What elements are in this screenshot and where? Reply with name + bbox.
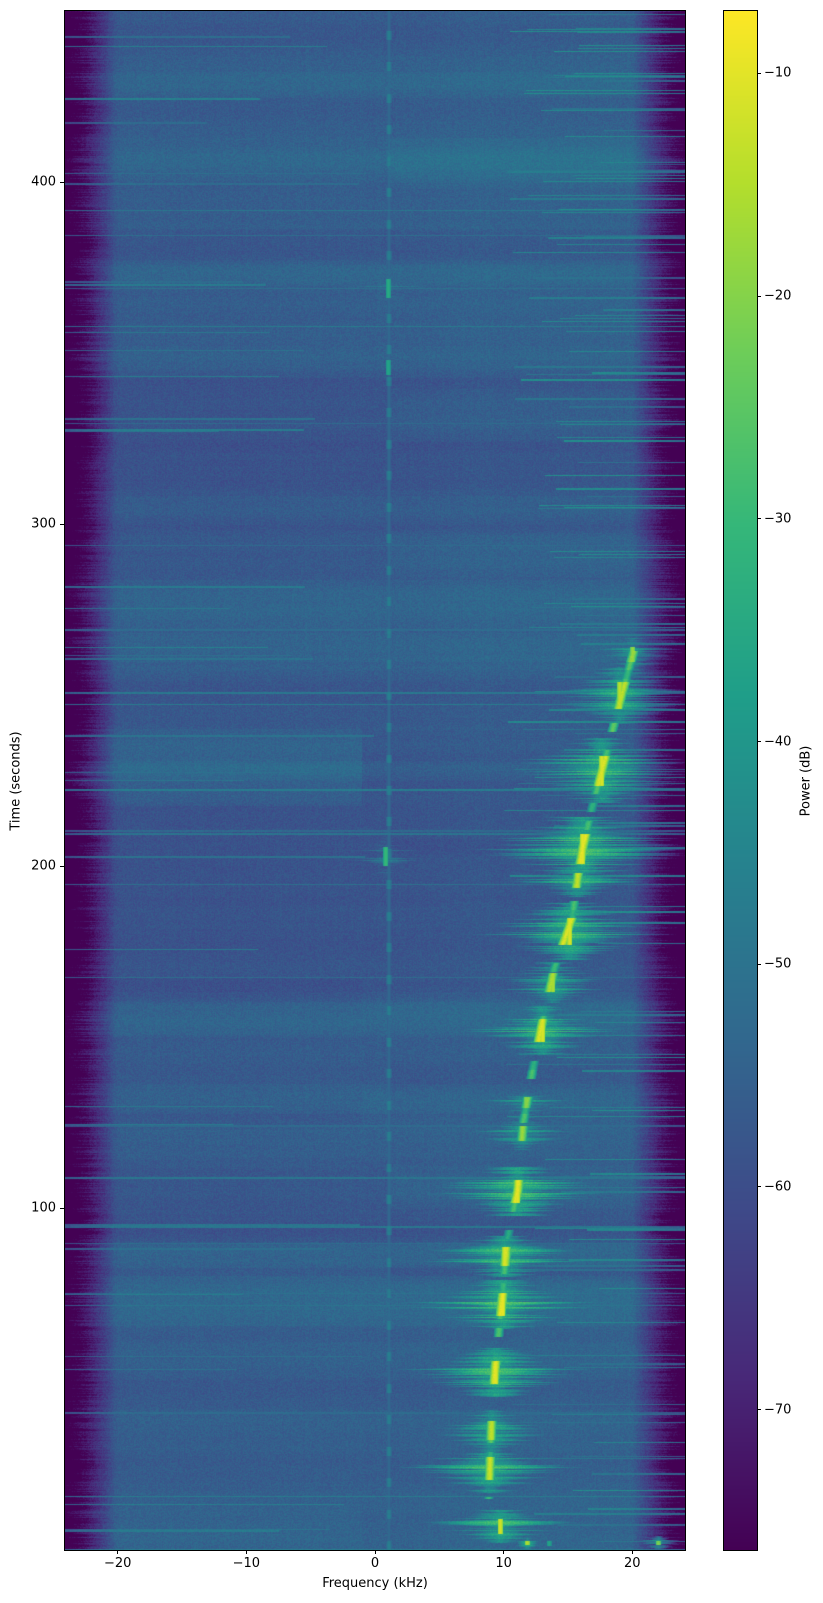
x-tick-label: −20 xyxy=(104,1556,132,1571)
y-tick-mark xyxy=(60,181,64,183)
y-tick-mark xyxy=(60,865,64,867)
colorbar-tick-label: −30 xyxy=(764,511,792,527)
colorbar xyxy=(723,10,758,1551)
y-tick-mark xyxy=(60,523,64,525)
colorbar-tick-mark xyxy=(757,963,761,965)
x-tick-mark xyxy=(245,1550,247,1554)
colorbar-tick-label: −50 xyxy=(764,956,792,972)
x-tick-mark xyxy=(631,1550,633,1554)
colorbar-tick-mark xyxy=(757,295,761,297)
colorbar-tick-mark xyxy=(757,1186,761,1188)
y-tick-label: 400 xyxy=(31,174,56,190)
x-tick-label: 10 xyxy=(495,1556,512,1571)
colorbar-tick-mark xyxy=(757,1409,761,1411)
y-tick-mark xyxy=(60,1207,64,1209)
colorbar-gradient xyxy=(724,11,757,1550)
colorbar-tick-label: −70 xyxy=(764,1402,792,1418)
y-tick-label: 100 xyxy=(31,1200,56,1216)
x-tick-mark xyxy=(503,1550,505,1554)
x-tick-mark xyxy=(117,1550,119,1554)
x-tick-label: 20 xyxy=(623,1556,641,1571)
x-axis-label: Frequency (kHz) xyxy=(322,1576,428,1591)
colorbar-tick-mark xyxy=(757,518,761,520)
colorbar-tick-label: −20 xyxy=(764,288,792,304)
x-tick-label: −10 xyxy=(232,1556,261,1571)
x-tick-label: 0 xyxy=(370,1556,380,1571)
colorbar-label: Power (dB) xyxy=(798,745,814,817)
spectrogram-axes xyxy=(64,10,686,1551)
y-tick-label: 300 xyxy=(31,516,56,532)
spectrogram-image xyxy=(65,11,685,1550)
x-tick-mark xyxy=(374,1550,376,1554)
colorbar-tick-mark xyxy=(757,72,761,74)
colorbar-tick-label: −10 xyxy=(764,65,792,81)
colorbar-tick-mark xyxy=(757,741,761,743)
colorbar-tick-label: −40 xyxy=(764,734,792,750)
y-axis-label: Time (seconds) xyxy=(8,731,24,831)
y-tick-label: 200 xyxy=(31,858,56,874)
colorbar-tick-label: −60 xyxy=(764,1179,792,1195)
